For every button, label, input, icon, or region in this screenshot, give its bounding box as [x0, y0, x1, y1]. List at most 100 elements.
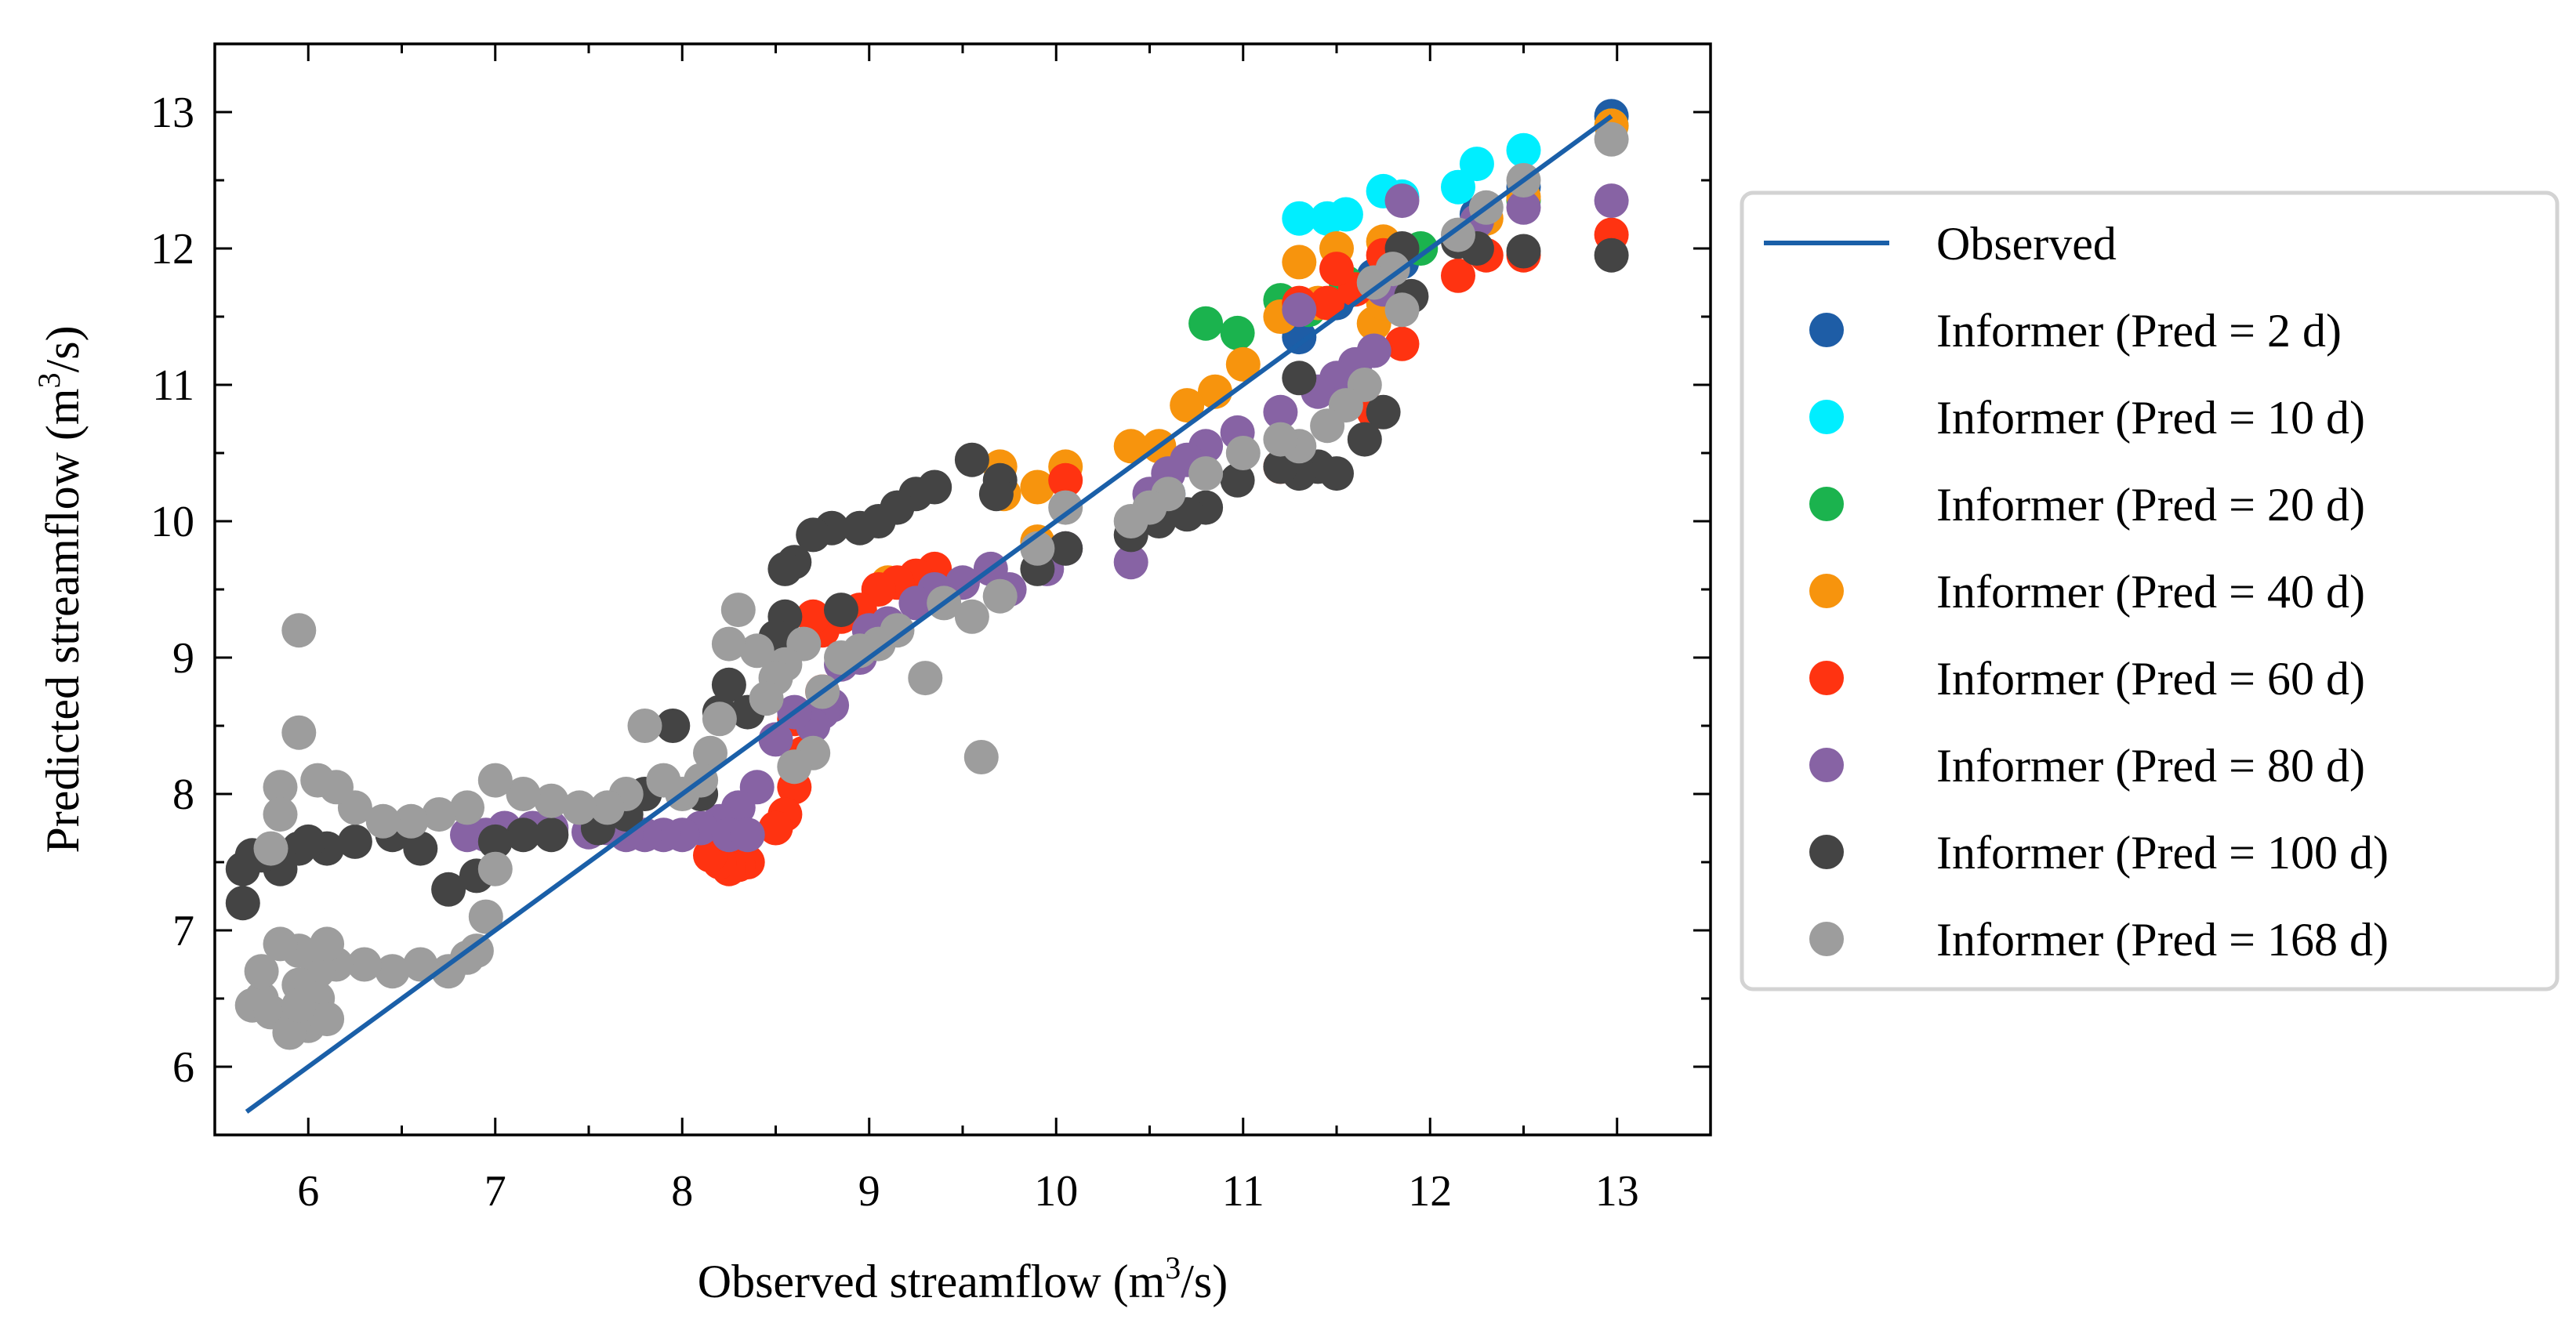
- x-tick-label: 6: [297, 1167, 319, 1216]
- data-point: [954, 442, 989, 477]
- data-point: [1220, 462, 1255, 498]
- y-tick-label: 12: [151, 225, 194, 274]
- data-point: [1594, 237, 1629, 273]
- axes: 6 7 8 9 10 11 12 13 6 7 8 9 10 11 12 13 Observed streamf…: [31, 42, 1712, 1307]
- data-point: [431, 954, 466, 989]
- x-tick-label: 13: [1595, 1167, 1639, 1216]
- data-point: [1113, 504, 1148, 538]
- x-tick-label: 7: [484, 1167, 506, 1216]
- data-point: [281, 715, 317, 750]
- data-point: [777, 749, 812, 785]
- y-tick-label: 9: [172, 634, 194, 683]
- y-tick-label: 7: [172, 907, 194, 955]
- data-point: [1188, 456, 1224, 491]
- data-point: [627, 709, 662, 743]
- data-point: [842, 510, 877, 546]
- data-point: [477, 763, 513, 798]
- x-tick-label: 9: [858, 1167, 880, 1216]
- data-point: [263, 797, 298, 832]
- legend: Observed Informer (Pred = 2 d) Informer (P…: [1740, 190, 2560, 991]
- data-point: [978, 477, 1014, 512]
- legend-label: Informer (Pred = 100 d): [1936, 827, 2389, 879]
- data-point: [1441, 169, 1475, 205]
- x-axis-title-sup: 3: [1165, 1250, 1181, 1285]
- data-point: [346, 947, 382, 982]
- legend-label: Informer (Pred = 60 d): [1936, 653, 2365, 705]
- legend-label: Informer (Pred = 168 d): [1936, 914, 2389, 966]
- data-point: [1347, 422, 1382, 457]
- plot-area: [225, 99, 1629, 1114]
- data-point: [646, 763, 681, 798]
- y-axis-title-sup: 3: [31, 372, 67, 388]
- legend-marker: [1809, 922, 1844, 956]
- legend-label: Informer (Pred = 40 d): [1936, 566, 2365, 618]
- x-axis-title-text: Observed streamflow (m: [698, 1256, 1165, 1307]
- data-point: [1366, 394, 1401, 430]
- data-point: [1506, 234, 1541, 269]
- data-point: [468, 899, 503, 934]
- data-point: [767, 551, 803, 586]
- data-point: [1384, 183, 1420, 219]
- x-axis-title-end: /s): [1181, 1256, 1228, 1307]
- data-point: [450, 790, 484, 825]
- data-point: [1113, 429, 1148, 464]
- data-point: [281, 988, 317, 1023]
- data-point: [431, 872, 466, 907]
- data-point: [253, 831, 288, 866]
- observed-line: [245, 114, 1613, 1114]
- data-point: [1310, 408, 1345, 444]
- data-point: [908, 661, 943, 696]
- data-point: [898, 585, 934, 621]
- data-point: [1506, 132, 1541, 168]
- legend-label: Informer (Pred = 2 d): [1936, 305, 2342, 357]
- data-point: [590, 790, 625, 825]
- data-point: [702, 701, 737, 737]
- data-point: [1263, 422, 1298, 457]
- data-point: [310, 926, 345, 962]
- data-point: [824, 593, 858, 628]
- data-point: [1170, 388, 1205, 423]
- data-point: [1441, 217, 1475, 252]
- data-point: [720, 593, 756, 628]
- data-point: [477, 824, 513, 859]
- data-point: [450, 817, 484, 853]
- x-tick-label: 11: [1222, 1167, 1264, 1216]
- data-point: [422, 797, 457, 832]
- y-tick-label: 13: [151, 89, 194, 137]
- legend-label: Informer (Pred = 80 d): [1936, 740, 2365, 792]
- data-point: [1225, 346, 1261, 382]
- legend-marker: [1809, 400, 1844, 434]
- data-point: [739, 633, 775, 669]
- data-point: [337, 824, 372, 859]
- data-point: [1594, 183, 1629, 219]
- data-point: [1225, 436, 1261, 470]
- data-point: [291, 824, 326, 859]
- data-point: [1384, 326, 1420, 361]
- legend-marker: [1809, 574, 1844, 608]
- data-point: [1506, 190, 1541, 225]
- data-point: [1441, 258, 1475, 293]
- legend-marker: [1809, 487, 1844, 521]
- data-point: [225, 886, 260, 921]
- data-point: [375, 954, 410, 989]
- data-point: [711, 626, 746, 662]
- data-point: [244, 954, 279, 989]
- data-point: [730, 817, 765, 853]
- data-point: [954, 599, 989, 634]
- x-tick-label: 12: [1408, 1167, 1452, 1216]
- legend-marker: [1809, 661, 1844, 695]
- data-point: [693, 735, 727, 770]
- data-point: [1188, 306, 1224, 341]
- x-tick-label: 8: [671, 1167, 693, 1216]
- legend-label: Informer (Pred = 20 d): [1936, 479, 2365, 531]
- data-point: [403, 947, 438, 982]
- data-point: [963, 740, 999, 774]
- data-point: [1113, 545, 1148, 580]
- x-axis-title: Observed streamflow (m3/s): [698, 1250, 1228, 1307]
- data-point: [1282, 361, 1317, 396]
- data-point: [1319, 252, 1354, 287]
- y-axis-title-end: /s): [37, 325, 89, 372]
- legend-marker: [1809, 748, 1844, 782]
- data-point: [477, 851, 513, 886]
- data-point: [263, 926, 298, 962]
